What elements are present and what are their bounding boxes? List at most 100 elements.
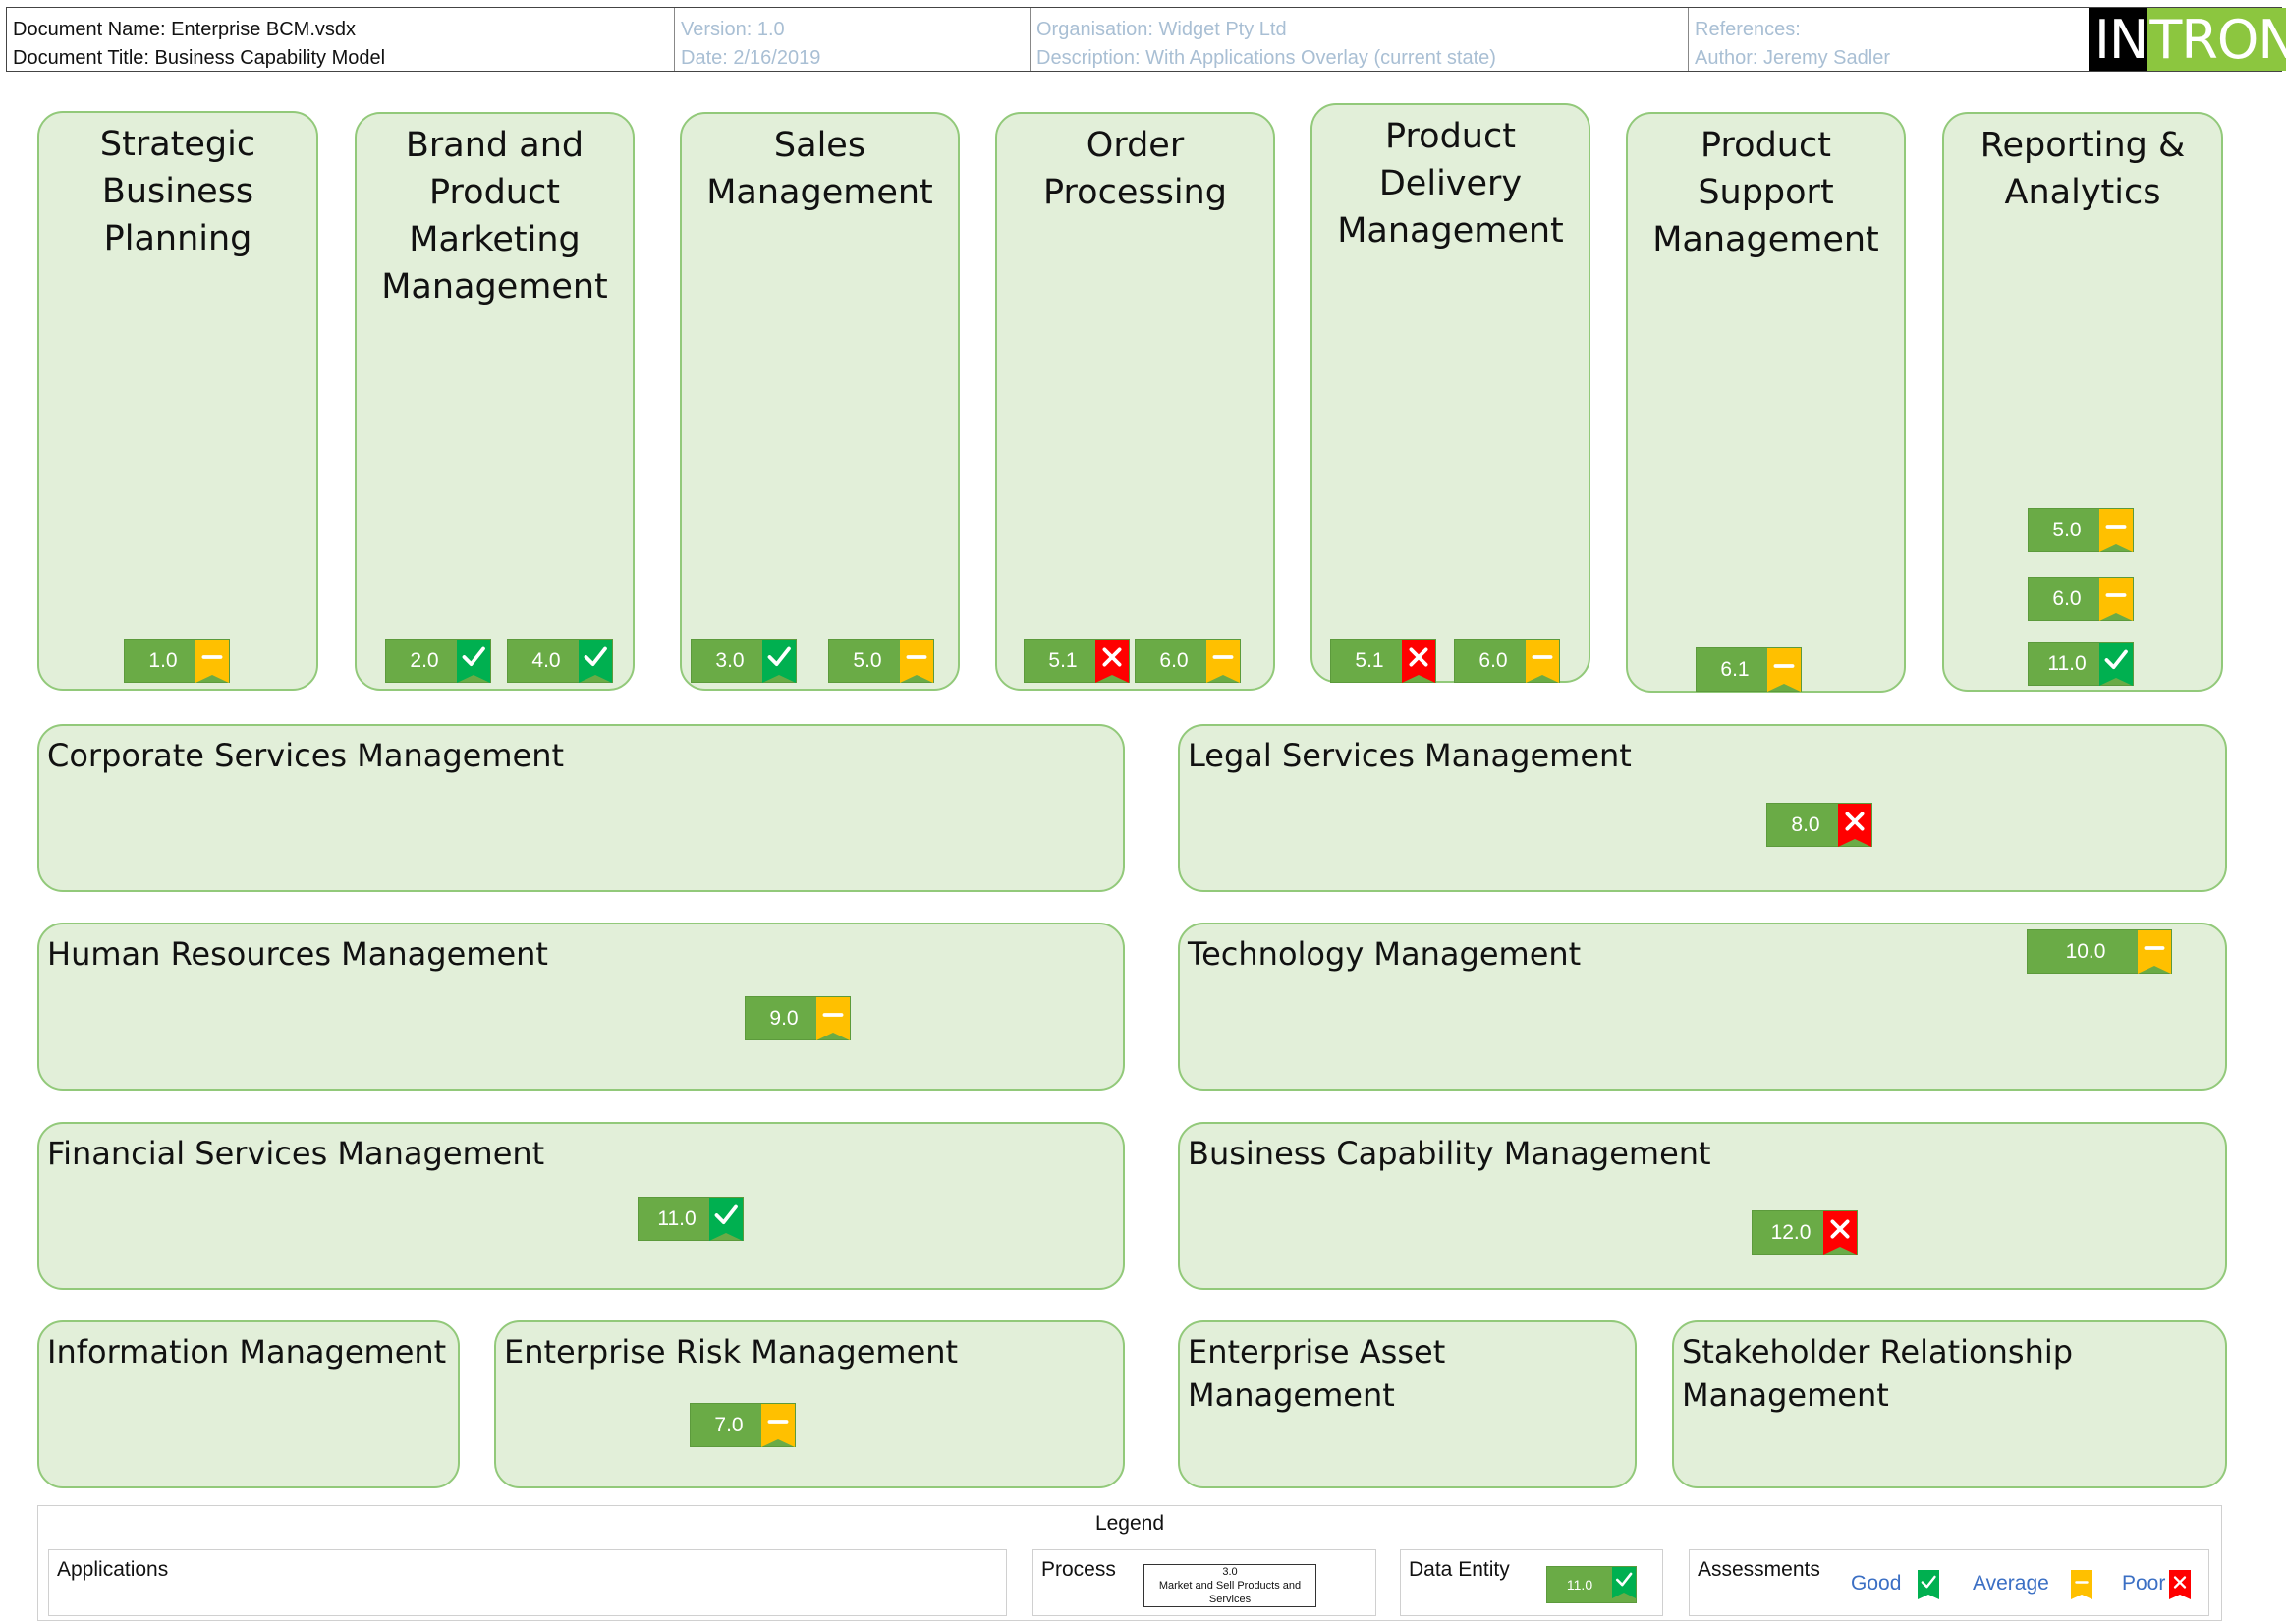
capability-sales-management[interactable]: Sales Management: [680, 112, 960, 691]
check-icon: [2099, 643, 2133, 686]
references-cell: References: Author: Jeremy Sadler: [1689, 8, 2091, 71]
capability-brand-and-product-marketing-management[interactable]: Brand and Product Marketing Management: [355, 112, 635, 691]
capability-legal-services-management[interactable]: Legal Services Management: [1178, 724, 2227, 892]
application-badge[interactable]: 8.0: [1766, 803, 1872, 847]
capability-information-management[interactable]: Information Management: [37, 1320, 460, 1488]
application-badge[interactable]: 3.0: [691, 639, 797, 683]
application-badge[interactable]: 4.0: [507, 639, 613, 683]
capability-title: Stakeholder Relationship Management: [1682, 1333, 2074, 1414]
legend-process-sample: 3.0 Market and Sell Products and Service…: [1143, 1564, 1316, 1607]
application-badge[interactable]: 5.1: [1330, 639, 1436, 683]
application-id: 11.0: [2047, 651, 2087, 675]
capability-title: Product Delivery Management: [1337, 117, 1564, 251]
legend-data-entity: Data Entity 11.0: [1400, 1549, 1663, 1616]
document-title: Document Title: Business Capability Mode…: [13, 47, 386, 69]
capability-human-resources-management[interactable]: Human Resources Management: [37, 923, 1125, 1091]
minus-icon: [2071, 1570, 2092, 1599]
application-id: 6.0: [1159, 648, 1189, 672]
capability-business-capability-management[interactable]: Business Capability Management: [1178, 1122, 2227, 1290]
cross-icon: [1823, 1211, 1857, 1255]
capability-title: Enterprise Risk Management: [504, 1333, 959, 1371]
application-id: 5.0: [2052, 518, 2082, 541]
capability-corporate-services-management[interactable]: Corporate Services Management: [37, 724, 1125, 892]
capability-title: Business Capability Management: [1188, 1135, 1711, 1172]
capability-title: Brand and Product Marketing Management: [381, 126, 608, 307]
application-badge[interactable]: 6.1: [1696, 647, 1802, 692]
application-id: 5.1: [1048, 648, 1078, 672]
logo-in: IN: [2094, 8, 2148, 71]
application-id: 2.0: [410, 648, 439, 672]
application-badge[interactable]: 5.1: [1024, 639, 1130, 683]
check-icon: [762, 640, 796, 683]
legend-title: Legend: [1094, 1512, 1165, 1535]
application-id: 6.1: [1720, 657, 1750, 681]
minus-icon: [1206, 640, 1240, 683]
capability-title: Product Support Management: [1652, 126, 1879, 259]
application-badge[interactable]: 6.0: [1454, 639, 1560, 683]
check-icon: [579, 640, 612, 683]
application-badge[interactable]: 12.0: [1752, 1210, 1858, 1255]
process-sample-id: 3.0: [1222, 1566, 1238, 1578]
application-id: 6.0: [1478, 648, 1508, 672]
cross-icon: [1095, 640, 1129, 683]
legend-data-entity-badge: 11.0: [1546, 1566, 1637, 1603]
capability-enterprise-risk-management[interactable]: Enterprise Risk Management: [494, 1320, 1125, 1488]
document-info-cell: Document Name: Enterprise BCM.vsdx Docum…: [7, 8, 675, 71]
legend-process: Process 3.0 Market and Sell Products and…: [1032, 1549, 1376, 1616]
application-id: 1.0: [148, 648, 178, 672]
application-badge[interactable]: 2.0: [385, 639, 491, 683]
capability-order-processing[interactable]: Order Processing: [995, 112, 1275, 691]
minus-icon: [2099, 578, 2133, 621]
capability-strategic-business-planning[interactable]: Strategic Business Planning: [37, 111, 318, 691]
legend-applications-label: Applications: [57, 1558, 169, 1581]
application-badge[interactable]: 9.0: [745, 996, 851, 1040]
legend-average-label: Average: [1973, 1572, 2049, 1595]
minus-icon: [900, 640, 933, 683]
capability-product-support-management[interactable]: Product Support Management: [1626, 112, 1906, 693]
application-badge[interactable]: 5.0: [828, 639, 934, 683]
check-icon: [457, 640, 490, 683]
application-badge[interactable]: 11.0: [638, 1197, 744, 1241]
application-id: 7.0: [714, 1413, 744, 1436]
capability-title: Technology Management: [1188, 935, 1582, 973]
author-text: Author: Jeremy Sadler: [1695, 47, 1890, 69]
capability-stakeholder-relationship-management[interactable]: Stakeholder Relationship Management: [1672, 1320, 2227, 1488]
intron-logo: IN TRON: [2089, 8, 2286, 71]
cross-icon: [2169, 1570, 2191, 1599]
application-badge[interactable]: 6.0: [2028, 577, 2134, 621]
application-id: 11.0: [657, 1206, 697, 1230]
minus-icon: [1767, 648, 1801, 692]
application-id: 3.0: [715, 648, 745, 672]
application-badge[interactable]: 6.0: [1135, 639, 1241, 683]
minus-icon: [2138, 930, 2171, 974]
application-badge[interactable]: 5.0: [2028, 508, 2134, 552]
capability-title: Reporting & Analytics: [1979, 126, 2186, 212]
capability-enterprise-asset-management[interactable]: Enterprise Asset Management: [1178, 1320, 1637, 1488]
application-id: 8.0: [1791, 812, 1820, 836]
check-icon: [709, 1198, 743, 1241]
legend: Legend Applications Process 3.0 Market a…: [37, 1505, 2222, 1621]
capability-product-delivery-management[interactable]: Product Delivery Management: [1310, 103, 1590, 683]
legend-assessments-label: Assessments: [1698, 1558, 1820, 1581]
application-id: 5.1: [1355, 648, 1384, 672]
document-name: Document Name: Enterprise BCM.vsdx: [13, 19, 357, 40]
capability-title: Sales Management: [706, 126, 933, 212]
capability-title: Strategic Business Planning: [99, 125, 256, 258]
capability-title: Enterprise Asset Management: [1188, 1333, 1446, 1414]
capability-title: Corporate Services Management: [47, 737, 565, 774]
legend-data-entity-label: Data Entity: [1409, 1558, 1510, 1581]
application-id: 6.0: [2052, 587, 2082, 610]
capability-title: Legal Services Management: [1188, 737, 1632, 774]
minus-icon: [195, 640, 229, 683]
application-id: 5.0: [853, 648, 882, 672]
process-sample-name: Market and Sell Products and Services: [1158, 1580, 1302, 1605]
application-badge[interactable]: 7.0: [690, 1403, 796, 1447]
references-text: References:: [1695, 19, 1801, 40]
application-badge[interactable]: 1.0: [124, 639, 230, 683]
capability-financial-services-management[interactable]: Financial Services Management: [37, 1122, 1125, 1290]
legend-good-label: Good: [1851, 1572, 1902, 1595]
cross-icon: [1838, 804, 1871, 847]
application-badge[interactable]: 11.0: [2028, 642, 2134, 686]
cross-icon: [1402, 640, 1435, 683]
application-badge[interactable]: 10.0: [2027, 929, 2172, 974]
